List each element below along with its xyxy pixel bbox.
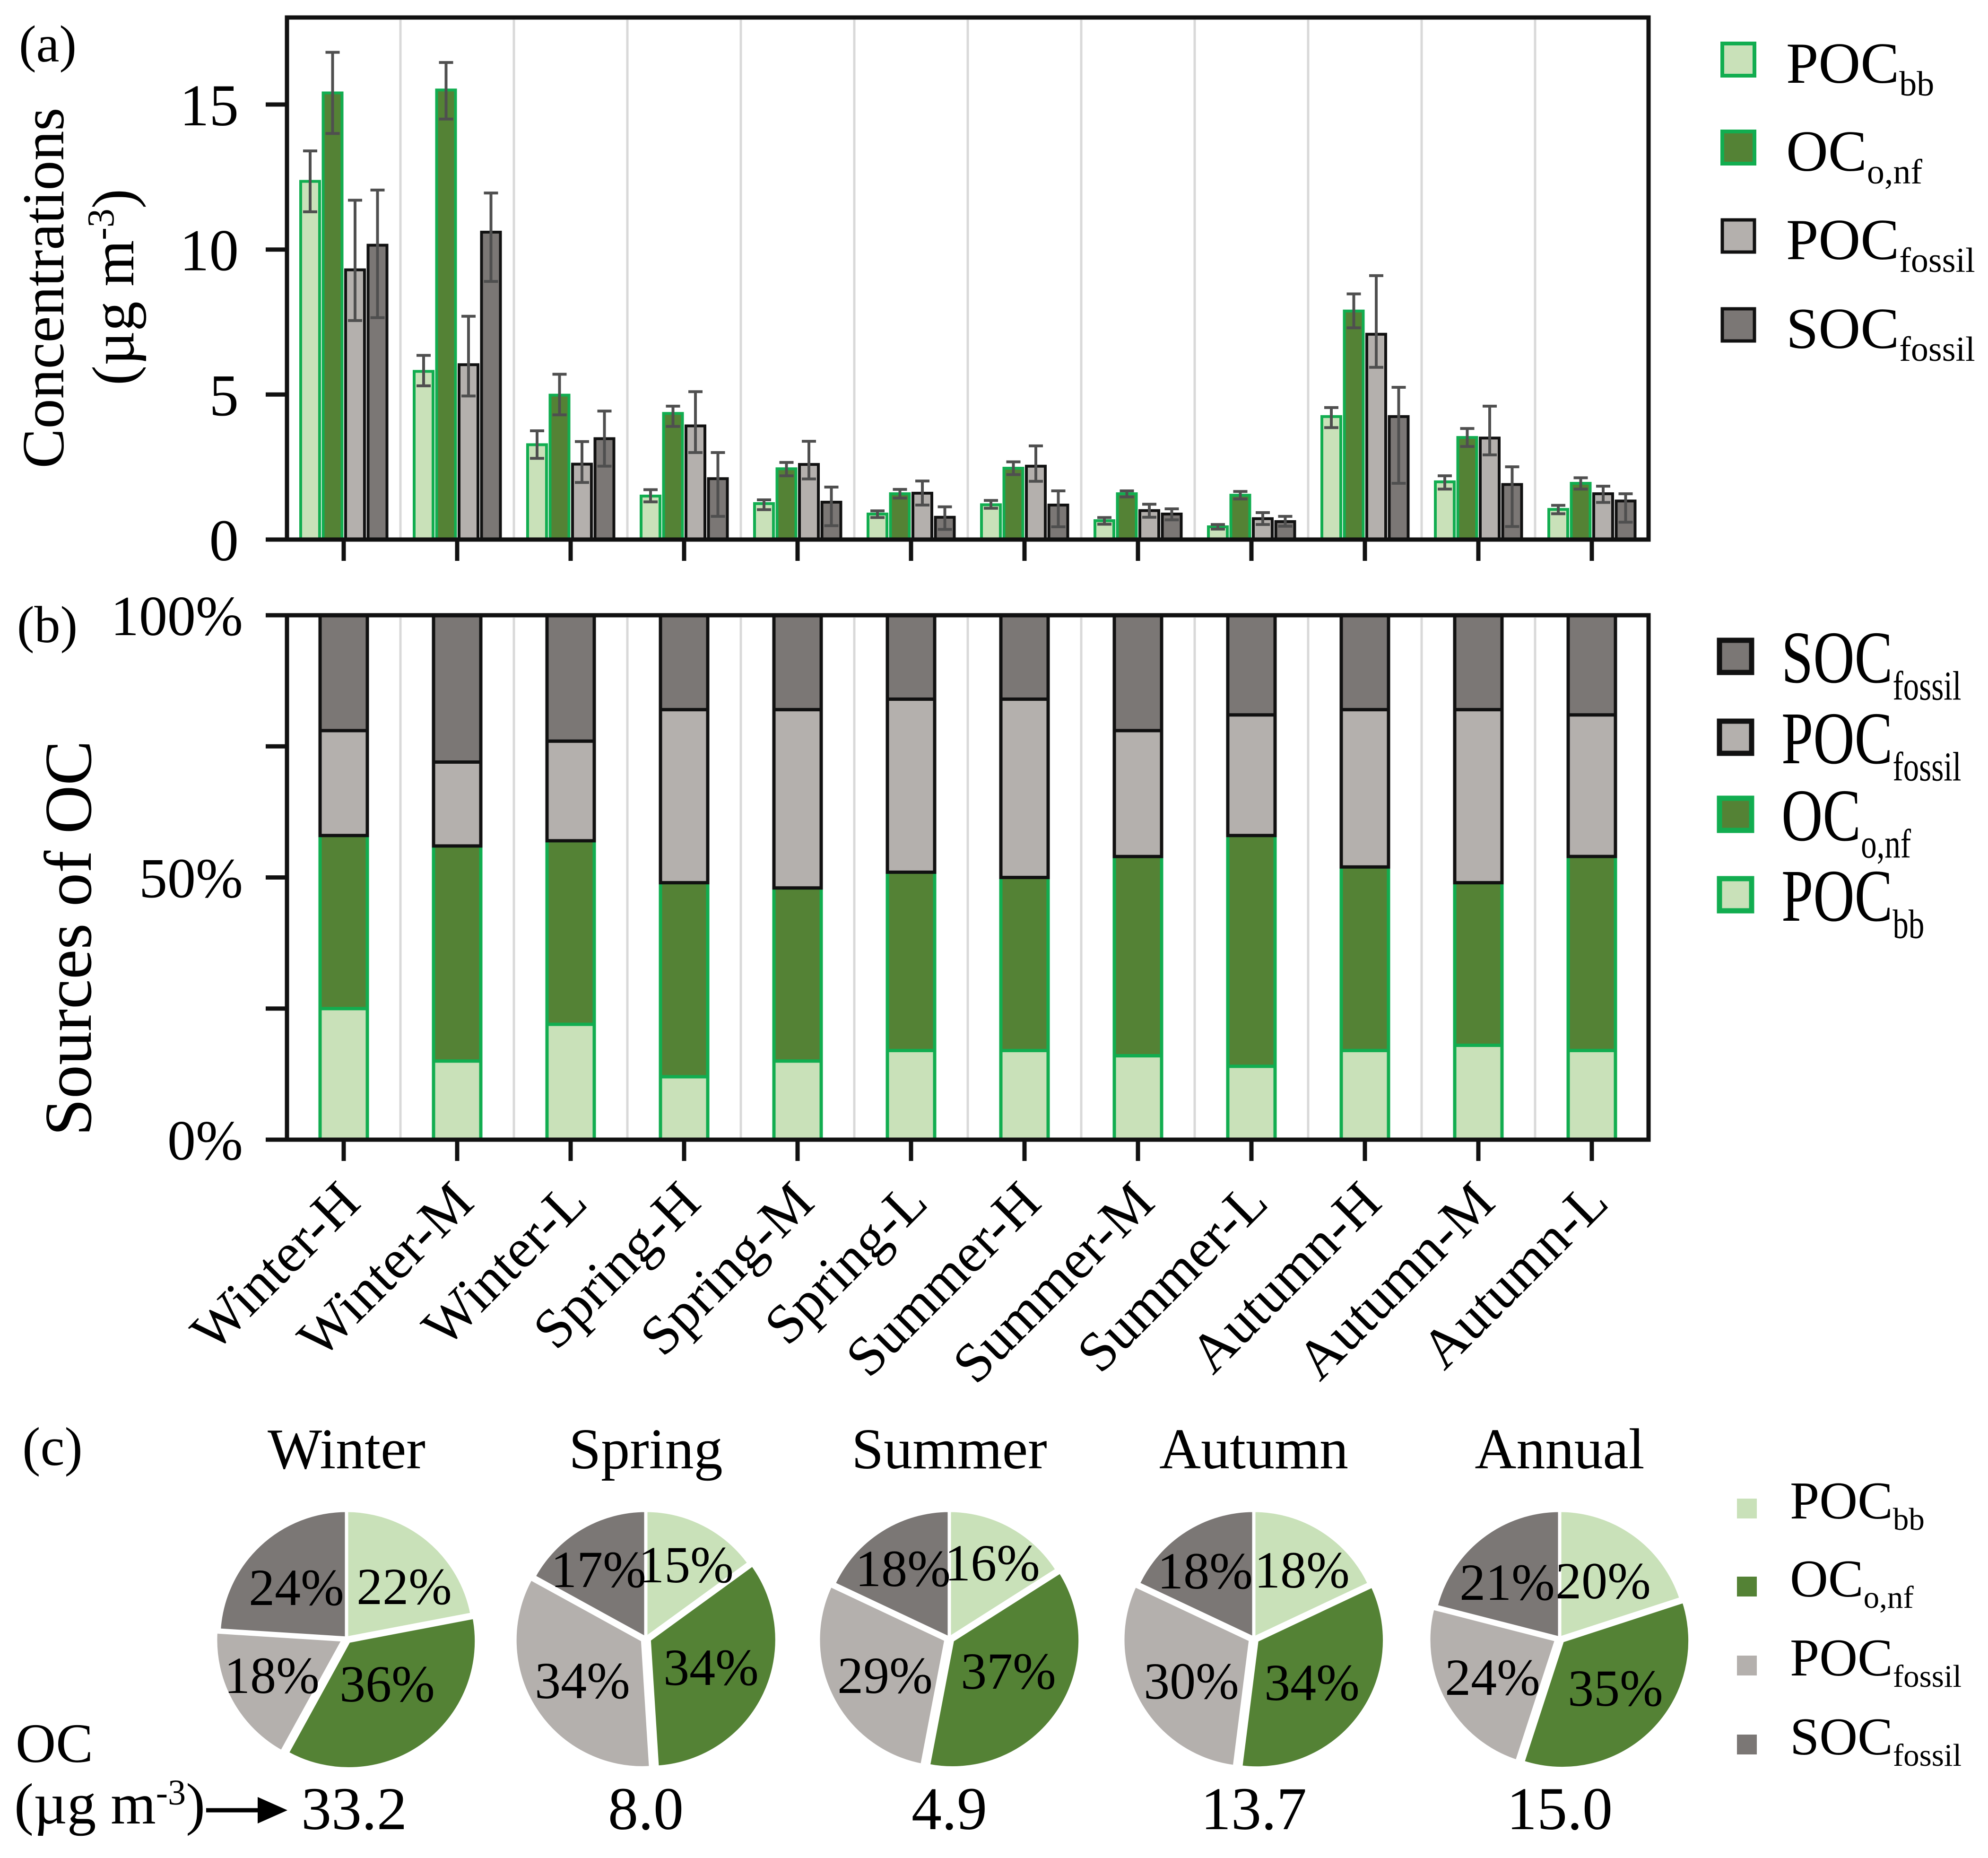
- svg-text:4.9: 4.9: [912, 1775, 987, 1842]
- svg-text:0%: 0%: [167, 1109, 243, 1172]
- svg-text:30%: 30%: [1144, 1652, 1239, 1710]
- svg-text:15.0: 15.0: [1507, 1775, 1613, 1842]
- svg-text:24%: 24%: [1445, 1649, 1540, 1706]
- svg-text:10: 10: [180, 218, 239, 284]
- svg-text:37%: 37%: [961, 1642, 1056, 1700]
- svg-text:35%: 35%: [1568, 1659, 1663, 1717]
- svg-text:15: 15: [180, 73, 239, 139]
- svg-text:OC: OC: [16, 1712, 93, 1774]
- svg-text:(b): (b): [17, 596, 78, 654]
- svg-text:17%: 17%: [551, 1541, 646, 1598]
- svg-text:18%: 18%: [1254, 1541, 1350, 1599]
- svg-text:(c): (c): [22, 1417, 83, 1477]
- svg-text:33.2: 33.2: [301, 1775, 407, 1842]
- svg-text:34%: 34%: [1264, 1654, 1360, 1711]
- svg-text:OCo,nf: OCo,nf: [1786, 119, 1922, 192]
- svg-text:20%: 20%: [1555, 1552, 1651, 1610]
- svg-text:18%: 18%: [224, 1647, 320, 1704]
- svg-text:Autumn: Autumn: [1159, 1417, 1348, 1481]
- svg-text:16%: 16%: [945, 1534, 1040, 1592]
- svg-text:22%: 22%: [356, 1558, 452, 1615]
- svg-text:Concentrations: Concentrations: [11, 108, 77, 469]
- svg-text:15%: 15%: [638, 1536, 734, 1594]
- svg-text:21%: 21%: [1459, 1553, 1555, 1611]
- svg-text:34%: 34%: [663, 1639, 759, 1696]
- svg-text:0: 0: [209, 508, 239, 574]
- svg-text:Winter: Winter: [268, 1417, 425, 1481]
- svg-text:5: 5: [209, 363, 239, 428]
- svg-text:50%: 50%: [139, 847, 243, 910]
- svg-text:Spring: Spring: [569, 1417, 722, 1481]
- svg-text:Summer: Summer: [851, 1417, 1047, 1481]
- svg-text:24%: 24%: [249, 1559, 344, 1616]
- svg-text:36%: 36%: [339, 1655, 435, 1713]
- svg-text:8.0: 8.0: [608, 1775, 684, 1842]
- svg-text:Sources of OC: Sources of OC: [31, 741, 105, 1136]
- svg-text:34%: 34%: [535, 1652, 630, 1710]
- svg-text:18%: 18%: [855, 1540, 951, 1597]
- svg-text:(a): (a): [19, 15, 77, 73]
- svg-text:100%: 100%: [111, 584, 243, 647]
- svg-text:29%: 29%: [837, 1647, 933, 1704]
- svg-text:18%: 18%: [1157, 1542, 1253, 1600]
- svg-text:13.7: 13.7: [1201, 1775, 1307, 1842]
- svg-text:Annual: Annual: [1475, 1417, 1644, 1481]
